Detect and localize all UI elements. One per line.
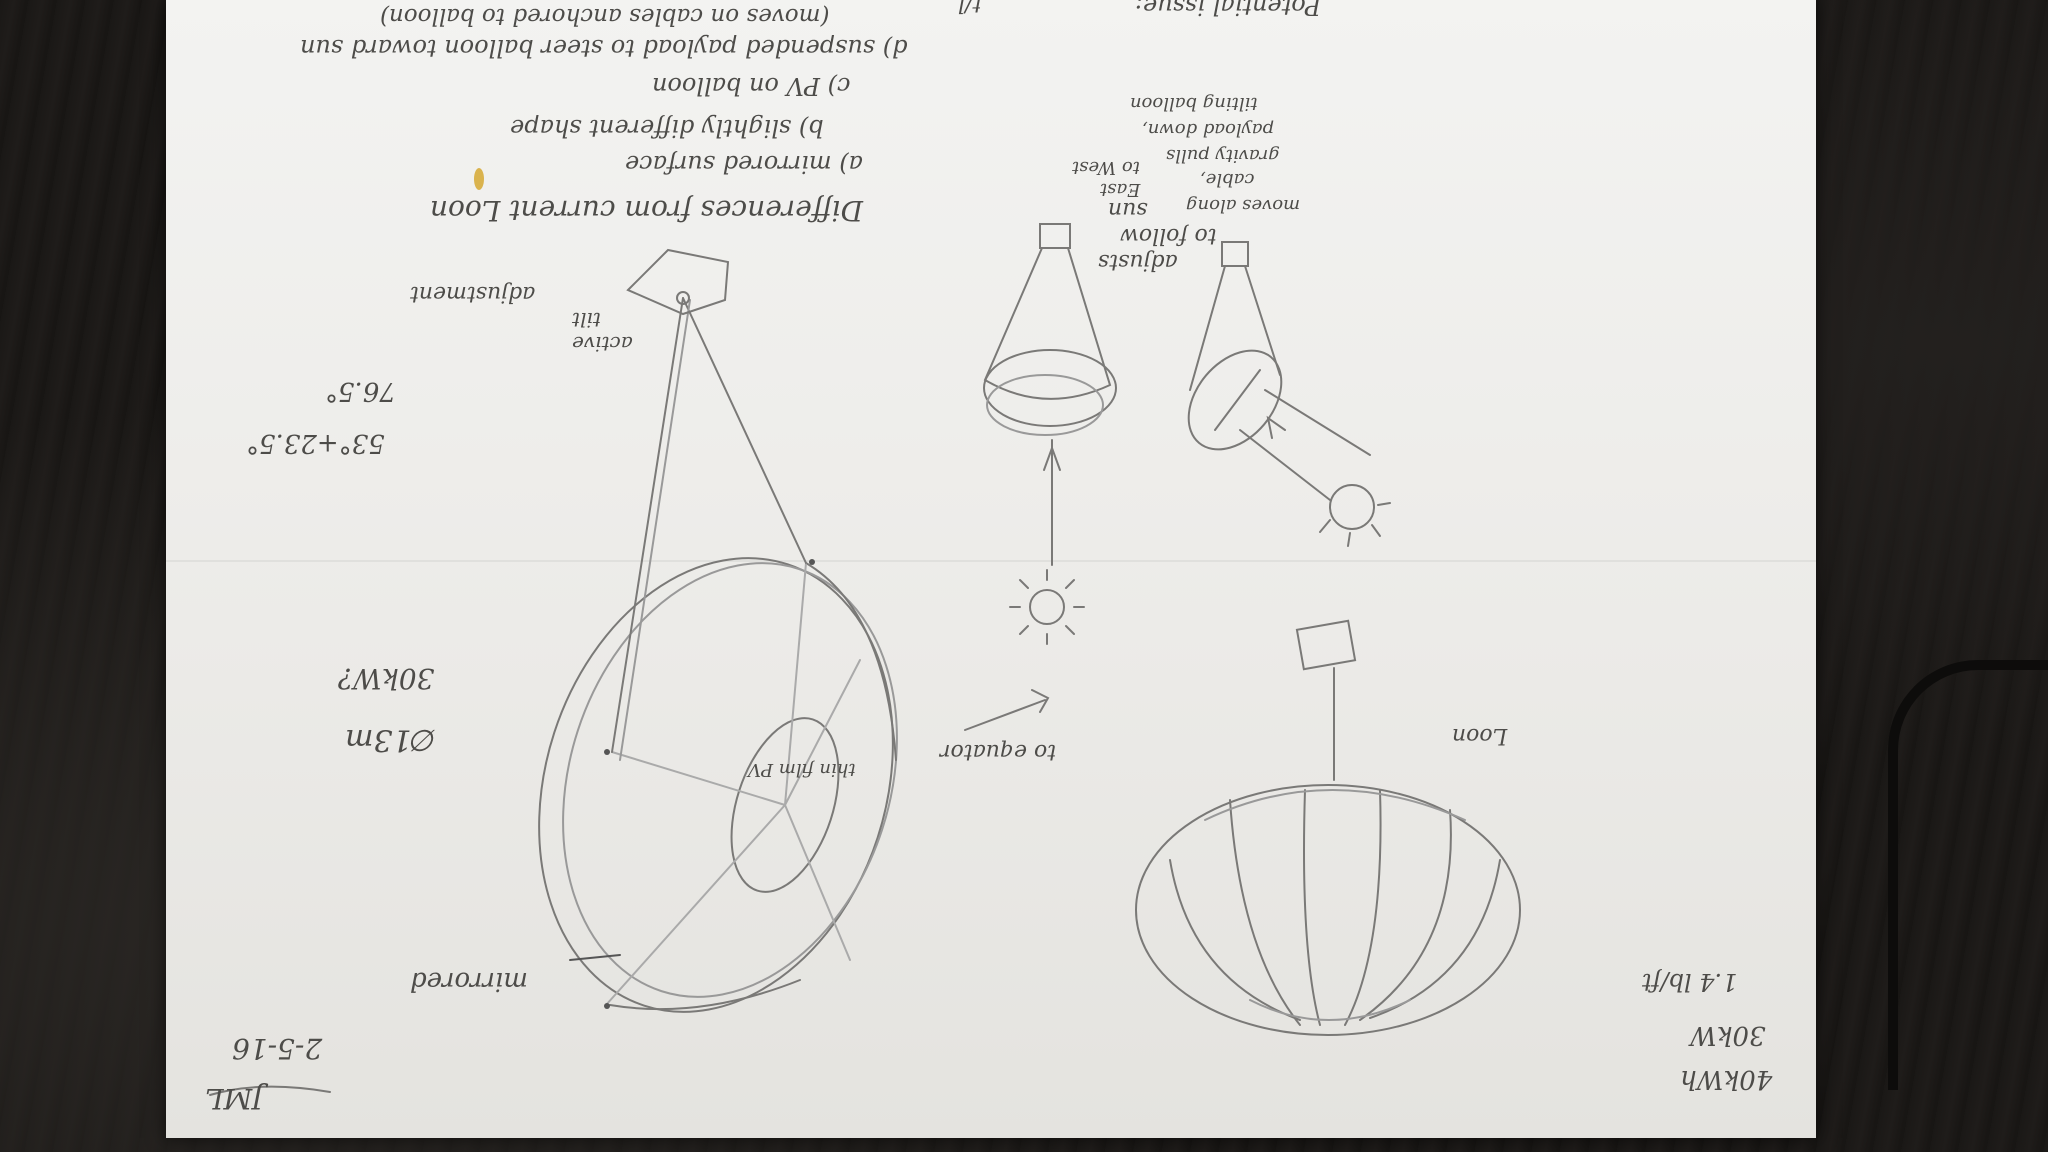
initials-note: JML — [205, 1082, 264, 1115]
potential-issue-note: Potential issue: — [1135, 0, 1321, 20]
equator-arrow — [964, 689, 1050, 731]
tilt-adjustment-note: adjustment — [410, 281, 536, 306]
cable-note-2: gravity pulls — [1166, 145, 1280, 166]
item-d-continued-note: (moves on cables anchored to balloon) — [380, 3, 830, 29]
item-d-note: d) suspended payload to steer balloon to… — [300, 34, 908, 62]
active-word-note: active — [572, 332, 633, 356]
mirrored-balloon-drawing — [538, 248, 898, 1013]
loon-balloon-drawing — [1135, 619, 1521, 1036]
loon-stat-2: 30kW — [1690, 1020, 1766, 1050]
loon-label: Loon — [1452, 723, 1508, 748]
tilt-diagram-right — [1187, 241, 1391, 547]
diameter-note: ∅13m — [345, 722, 438, 757]
item-c-note: c) PV on balloon — [652, 72, 851, 100]
angle-result-note: 76.5° — [325, 376, 396, 406]
mirrored-note: mirrored — [410, 966, 528, 996]
cable-note-1: cable, — [1200, 169, 1255, 190]
power-note: 30kW? — [338, 662, 435, 695]
tilt-diagram-center — [983, 223, 1117, 645]
paper-stain — [474, 168, 484, 190]
differences-heading: Differences from current Loon — [430, 194, 863, 227]
top-fragment-note: t/l — [958, 0, 982, 16]
angle-calc-note: 53°+23.5° — [246, 428, 385, 458]
adjusts-note-1: adjusts — [1098, 249, 1178, 274]
cable-note-4: tilting balloon — [1130, 93, 1258, 114]
desk-cable — [1888, 660, 2048, 1090]
item-a-note: a) mirrored surface — [625, 150, 863, 178]
loon-stat-3: 1.4 lb/ft — [1642, 968, 1738, 996]
to-equator-note: to equator — [940, 739, 1057, 764]
date-note: 2-5-16 — [232, 1032, 323, 1065]
paper-fold — [166, 560, 1816, 562]
cable-note-3: payload down, — [1142, 119, 1275, 140]
moves-along-note: moves along — [1186, 195, 1301, 216]
loon-stat-1: 40kWh — [1680, 1064, 1773, 1094]
sketch-paper — [166, 0, 1816, 1138]
thin-film-note: thin film PV — [748, 759, 856, 780]
east-note: East — [1100, 179, 1141, 200]
tilt-word-note: tilt — [572, 308, 601, 332]
west-note: to West — [1072, 157, 1140, 178]
adjusts-note-2: to follow — [1120, 223, 1217, 248]
initials-flourish — [209, 1085, 331, 1096]
adjusts-note-3: sun — [1108, 197, 1148, 222]
item-b-note: b) slightly different shape — [510, 114, 824, 142]
